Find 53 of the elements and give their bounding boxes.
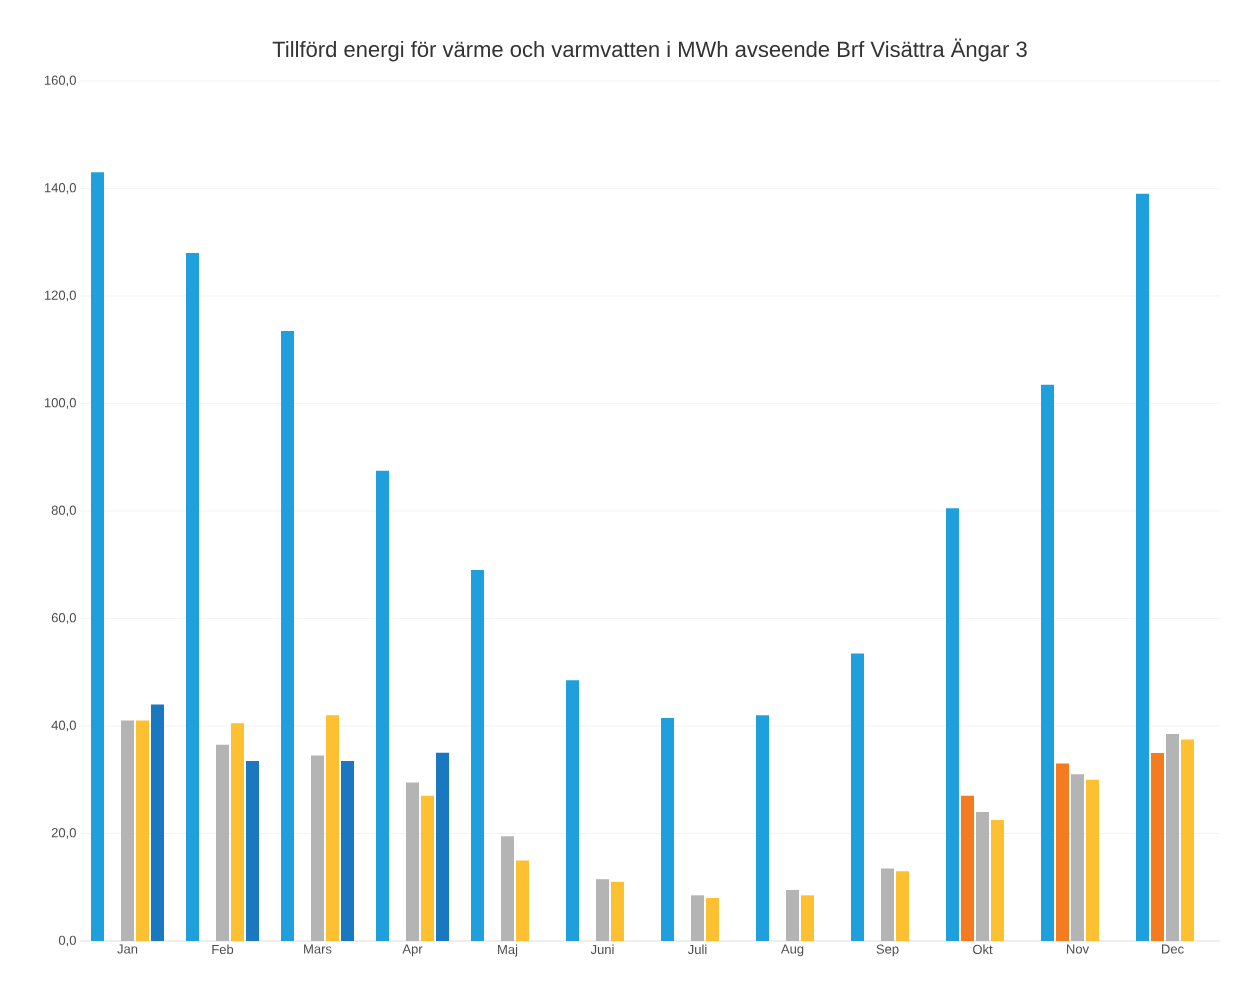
y-tick-label: 40,0 [51,720,76,732]
bar [136,720,149,941]
x-tick-label: Maj [498,944,518,957]
x-tick-label: Mars [304,944,332,954]
bar [611,881,625,941]
y-tick-label: 120,0 [44,290,76,302]
bar [436,752,449,941]
x-tick-label: Feb [212,944,234,955]
bar [231,723,244,941]
bar [1181,739,1195,941]
bar [186,253,199,941]
y-tick-label: 20,0 [51,828,76,839]
y-tick-label: 80,0 [51,505,76,517]
x-tick-label: Sep [876,944,899,957]
bar [326,715,339,941]
bar [961,795,975,941]
bar [246,760,259,941]
bar [946,508,960,941]
bar [471,570,484,941]
y-tick-label: 100,0 [44,398,76,409]
bar [421,795,434,941]
x-tick-label: Dec [1162,944,1184,954]
bar [281,330,294,941]
bar [1136,193,1150,941]
x-tick-label: Okt [973,944,993,955]
x-tick-label: Jan [117,944,138,954]
chart-title: Tillförd energi för värme och varmvatten i MWh avseende Brf Visättra Ängar 3 [272,38,1027,62]
x-tick-label: Juni [590,944,614,955]
bar [991,820,1005,941]
bar [566,680,579,941]
bar [151,704,164,941]
bar [91,172,104,941]
bar [516,860,529,941]
y-tick-label: 160,0 [44,75,76,87]
bar [756,715,769,941]
bar [1151,752,1165,941]
x-tick-label: Apr [402,944,423,957]
bar [1056,763,1070,941]
bar [706,898,720,941]
x-tick-label: Nov [1067,944,1090,954]
x-tick-label: Juli [687,944,707,955]
bar [801,895,814,941]
x-tick-label: Aug [780,944,804,957]
y-tick-label: 60,0 [51,613,76,624]
bar [1041,384,1055,941]
bar [376,470,389,941]
bar [851,653,865,941]
bar [661,717,675,941]
bar [341,760,354,941]
bar [896,871,910,941]
y-tick-label: 140,0 [44,183,76,194]
bar [1086,779,1100,941]
y-tick-label: 0,0 [58,935,76,947]
